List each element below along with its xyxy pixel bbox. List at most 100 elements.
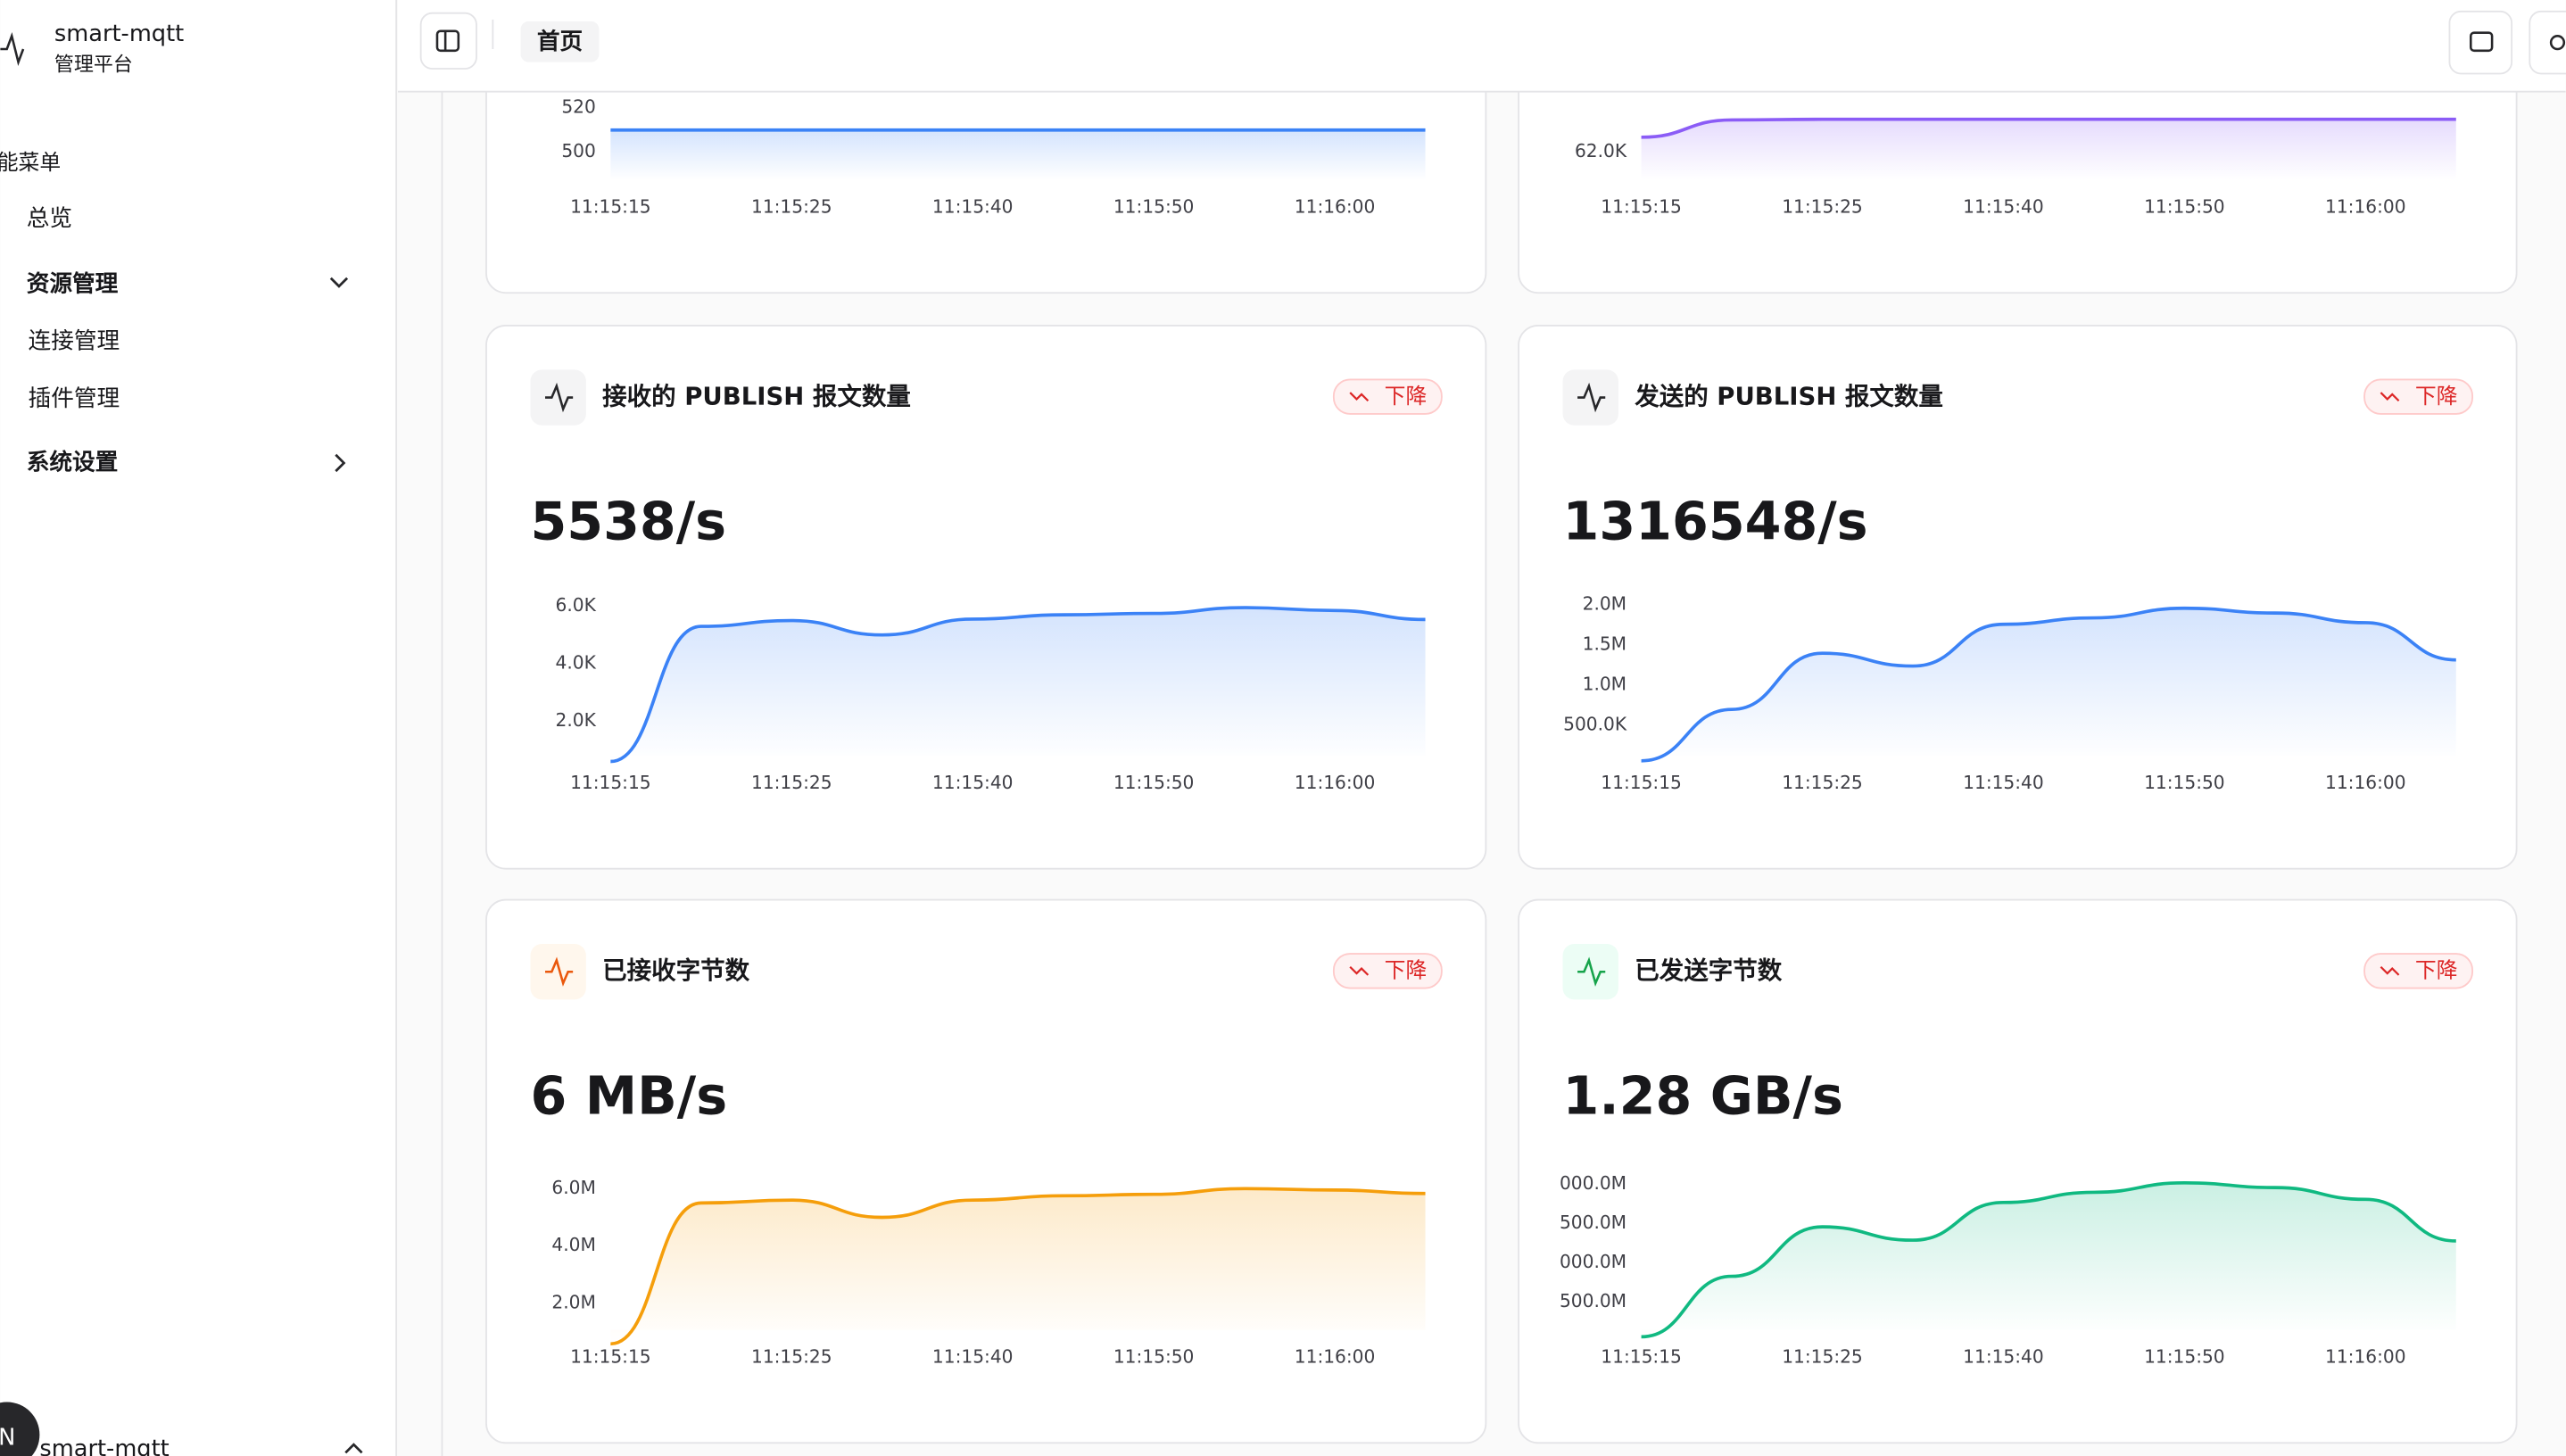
x-tick-label: 11:15:50 <box>1113 1345 1195 1367</box>
line <box>1641 606 2456 763</box>
chevron-right <box>335 453 346 473</box>
header: 首页 <box>397 0 2566 93</box>
y-tick-label: 2.0M <box>1583 593 1627 615</box>
avatar-initial: N <box>0 1424 15 1451</box>
metric-value: 1316548/s <box>1563 492 1868 552</box>
y-tick-label: 1.5M <box>1583 633 1627 655</box>
line <box>1641 1181 2456 1339</box>
menu-item[interactable]: 总览 <box>27 205 72 232</box>
metric-card: 已发送字节数 下降 1.28 GB/s 500.0M 000.0M 500.0M 000.0… <box>1518 898 2518 1444</box>
y-tick-label: 2.0K <box>556 709 597 731</box>
theme-button[interactable] <box>2529 10 2566 75</box>
sidebar-toggle[interactable] <box>419 12 477 70</box>
trend-badge <box>1332 953 1443 989</box>
area-fill <box>1641 119 2456 180</box>
y-tick-label: 4.0M <box>551 1234 595 1255</box>
y-tick-label: 6.0K <box>556 594 597 616</box>
x-tick-label: 11:15:25 <box>1782 1345 1863 1367</box>
sidebar-bg <box>0 0 397 1456</box>
y-tick-label: 000.0M <box>1560 1172 1627 1194</box>
chevron-up <box>344 1443 363 1454</box>
toggle-icon <box>435 29 460 53</box>
y-tick-label: 6.0M <box>551 1177 595 1198</box>
trend-icon <box>1349 965 1370 976</box>
bot-button[interactable] <box>2448 10 2513 75</box>
x-tick-label: 11:15:40 <box>1963 772 2044 793</box>
x-tick-label: 11:15:50 <box>2144 772 2225 793</box>
x-tick-label: 11:15:50 <box>2144 195 2225 217</box>
card-icon-bg <box>1562 944 1618 1000</box>
trend-label: 下降 <box>2415 384 2458 409</box>
x-tick-label: 11:15:15 <box>1601 772 1682 793</box>
content: 500 520 11:15:15 11:15:25 11:15:40 11:15:50 11… <box>397 0 2566 1456</box>
y-tick-label: 4.0K <box>556 651 597 673</box>
trend-icon <box>1349 392 1370 402</box>
x-tick-label: 11:16:00 <box>1295 195 1376 217</box>
x-tick-label: 11:16:00 <box>2325 1345 2406 1367</box>
trend-icon <box>2380 965 2400 976</box>
card-icon <box>544 956 574 987</box>
x-tick-label: 11:15:15 <box>570 1345 651 1367</box>
y-tick-label: 500.0M <box>1560 1290 1627 1311</box>
menu-item[interactable]: 资源管理 <box>27 271 119 298</box>
avatar[interactable] <box>0 1402 40 1456</box>
x-tick-label: 11:15:50 <box>2144 1345 2225 1367</box>
trend-label: 下降 <box>1385 958 1428 983</box>
card-icon <box>1577 956 1606 987</box>
x-tick-label: 11:16:00 <box>2325 772 2406 793</box>
x-tick-label: 11:15:15 <box>1601 195 1682 217</box>
metric-value: 6 MB/s <box>530 1065 727 1126</box>
y-tick-label: 2.0M <box>551 1292 595 1313</box>
y-tick-label: 520 <box>561 96 595 118</box>
chevron-down <box>329 277 349 288</box>
card-title: 发送的 PUBLISH 报文数量 <box>1634 383 1943 411</box>
x-tick-label: 11:15:25 <box>1782 772 1863 793</box>
x-tick-label: 11:15:15 <box>1601 1345 1682 1367</box>
y-tick-label: 1.0M <box>1583 674 1627 695</box>
area-fill <box>610 1188 1426 1344</box>
y-tick-label: 000.0M <box>1560 1251 1627 1272</box>
trend-badge <box>2363 953 2474 989</box>
metric-card: 发送的 PUBLISH 报文数量 下降 1316548/s 500.0K 1.0M 1.5… <box>1518 324 2518 870</box>
header-bg <box>397 0 2566 92</box>
x-tick-label: 11:16:00 <box>2325 195 2406 217</box>
card-icon-bg <box>1562 369 1618 426</box>
x-tick-label: 11:15:25 <box>751 772 832 793</box>
menu-item[interactable]: 插件管理 <box>29 385 120 412</box>
sun-icon <box>2549 35 2566 51</box>
line <box>1641 117 2456 139</box>
x-tick-label: 11:15:40 <box>932 1345 1014 1367</box>
trend-label: 下降 <box>1385 384 1428 409</box>
breadcrumb[interactable]: 首页 <box>537 28 583 55</box>
y-tick-label: 500 <box>561 140 595 161</box>
card-title: 已接收字节数 <box>602 956 749 985</box>
x-tick-label: 11:15:40 <box>1963 1345 2044 1367</box>
x-tick-label: 11:15:25 <box>751 1345 832 1367</box>
x-tick-label: 11:16:00 <box>1295 772 1376 793</box>
area-fill <box>610 608 1426 762</box>
x-tick-label: 11:15:25 <box>1782 195 1863 217</box>
area-fill <box>1641 608 2456 761</box>
area-fill <box>1641 1182 2456 1337</box>
breadcrumb-bg <box>520 21 600 62</box>
menu-item[interactable]: 连接管理 <box>29 328 120 355</box>
metric-card: 已接收字节数 下降 6 MB/s 2.0M 4.0M 6.0M 11:15:15 11:15:… <box>485 898 1487 1444</box>
app-name: smart-mqtt <box>54 21 184 47</box>
metric-value: 5538/s <box>530 492 726 552</box>
x-tick-label: 11:15:15 <box>570 772 651 793</box>
y-tick-label: 500.0K <box>1563 714 1627 735</box>
metric-card: 接收的 PUBLISH 报文数量 下降 5538/s 2.0K 4.0K 6.0K 11:1… <box>485 324 1487 870</box>
menu-item[interactable]: 系统设置 <box>27 448 119 476</box>
user-name[interactable]: smart-mqtt <box>39 1435 169 1456</box>
y-tick-label: 500.0M <box>1560 1212 1627 1233</box>
x-tick-label: 11:15:15 <box>570 195 651 217</box>
x-tick-label: 11:15:40 <box>932 772 1014 793</box>
card-icon <box>1577 382 1606 413</box>
card-icon-bg <box>530 369 586 426</box>
menu-section: 能菜单 <box>0 150 61 175</box>
card-icon <box>544 382 574 413</box>
trend-badge <box>1332 378 1443 415</box>
trend-badge <box>2363 378 2474 415</box>
